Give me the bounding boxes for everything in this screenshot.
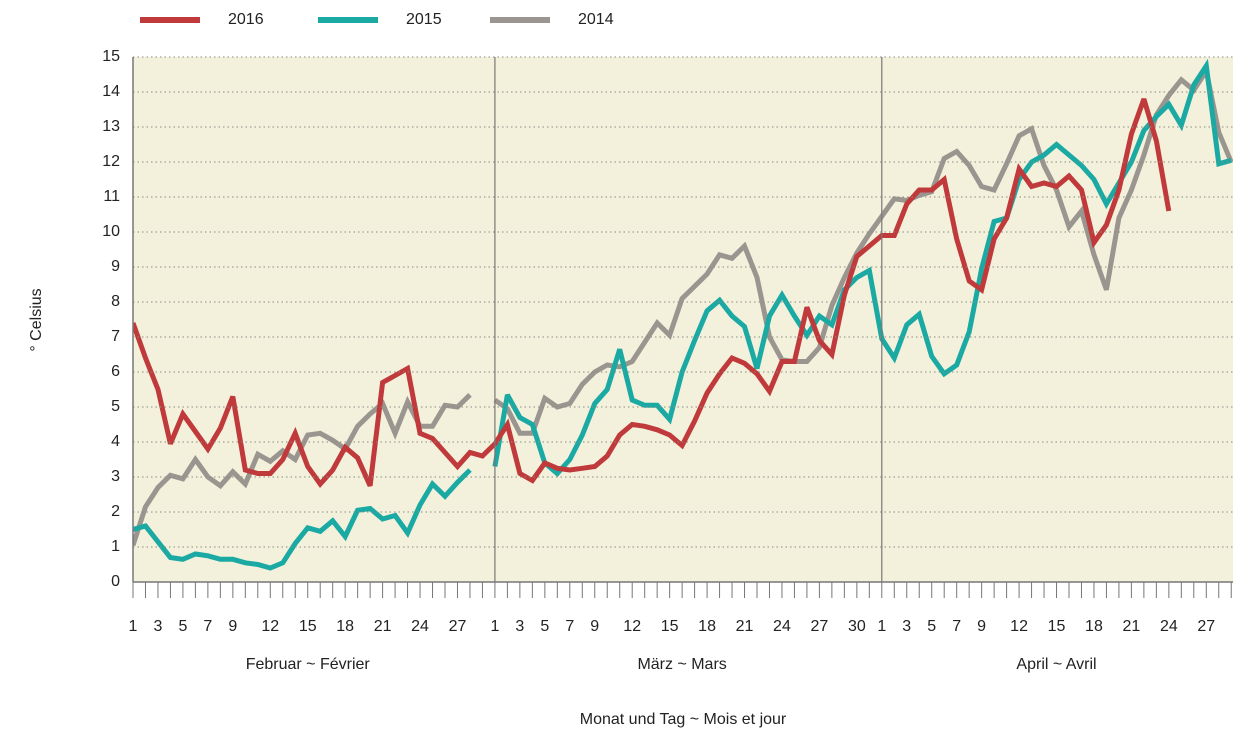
x-tick-label: 9 [590, 618, 599, 635]
legend-label: 2014 [578, 11, 614, 28]
x-tick-label: 12 [623, 618, 641, 635]
x-tick-label: 1 [129, 618, 138, 635]
x-tick-label: 5 [927, 618, 936, 635]
y-axis-title: ° Celsius [28, 288, 45, 351]
y-tick-label: 4 [111, 433, 120, 450]
x-tick-label: 9 [228, 618, 237, 635]
y-tick-label: 10 [102, 223, 120, 240]
y-tick-label: 8 [111, 293, 120, 310]
series-line [133, 58, 1232, 571]
month-label: März ~ Mars [637, 656, 726, 673]
x-tick-label: 24 [773, 618, 791, 635]
x-tick-label: 15 [661, 618, 679, 635]
y-tick-label: 3 [111, 468, 120, 485]
y-tick-label: 1 [111, 538, 120, 555]
x-tick-label: 7 [203, 618, 212, 635]
x-tick-label: 5 [540, 618, 549, 635]
month-label: Februar ~ Février [246, 656, 371, 673]
x-tick-label: 18 [698, 618, 716, 635]
x-tick-label: 27 [449, 618, 467, 635]
y-tick-label: 9 [111, 258, 120, 275]
y-tick-label: 7 [111, 328, 120, 345]
x-tick-label: 3 [902, 618, 911, 635]
y-tick-label: 11 [103, 188, 120, 205]
x-tick-label: 12 [261, 618, 279, 635]
x-tick-label: 24 [411, 618, 429, 635]
x-tick-label: 27 [811, 618, 829, 635]
x-tick-label: 27 [1197, 618, 1215, 635]
x-tick-label: 21 [374, 618, 392, 635]
x-tick-label: 30 [848, 618, 866, 635]
x-tick-label: 18 [1085, 618, 1103, 635]
x-tick-label: 1 [877, 618, 886, 635]
x-tick-label: 15 [1048, 618, 1066, 635]
y-tick-label: 2 [111, 503, 120, 520]
x-tick-label: 1 [490, 618, 499, 635]
x-tick-label: 7 [565, 618, 574, 635]
y-tick-label: 6 [111, 363, 120, 380]
y-tick-label: 5 [111, 398, 120, 415]
x-tick-label: 18 [336, 618, 354, 635]
x-tick-label: 7 [952, 618, 961, 635]
x-tick-label: 5 [178, 618, 187, 635]
month-label: April ~ Avril [1016, 656, 1096, 673]
x-tick-label: 3 [515, 618, 524, 635]
y-tick-label: 13 [102, 118, 120, 135]
x-tick-label: 3 [154, 618, 163, 635]
y-tick-label: 12 [102, 153, 120, 170]
plot [133, 58, 1233, 571]
x-tick-label: 21 [1123, 618, 1141, 635]
legend-label: 2015 [406, 11, 442, 28]
y-tick-label: 15 [102, 48, 120, 65]
x-tick-label: 12 [1010, 618, 1028, 635]
x-axis-title: Monat und Tag ~ Mois et jour [580, 711, 787, 728]
y-tick-label: 0 [111, 573, 120, 590]
plot-area [133, 57, 1233, 582]
legend-label: 2016 [228, 11, 264, 28]
series-line [133, 98, 1172, 488]
x-tick-label: 15 [299, 618, 317, 635]
x-tick-label: 9 [977, 618, 986, 635]
x-tick-label: 21 [736, 618, 754, 635]
x-tick-label: 24 [1160, 618, 1178, 635]
y-tick-label: 14 [102, 83, 120, 100]
